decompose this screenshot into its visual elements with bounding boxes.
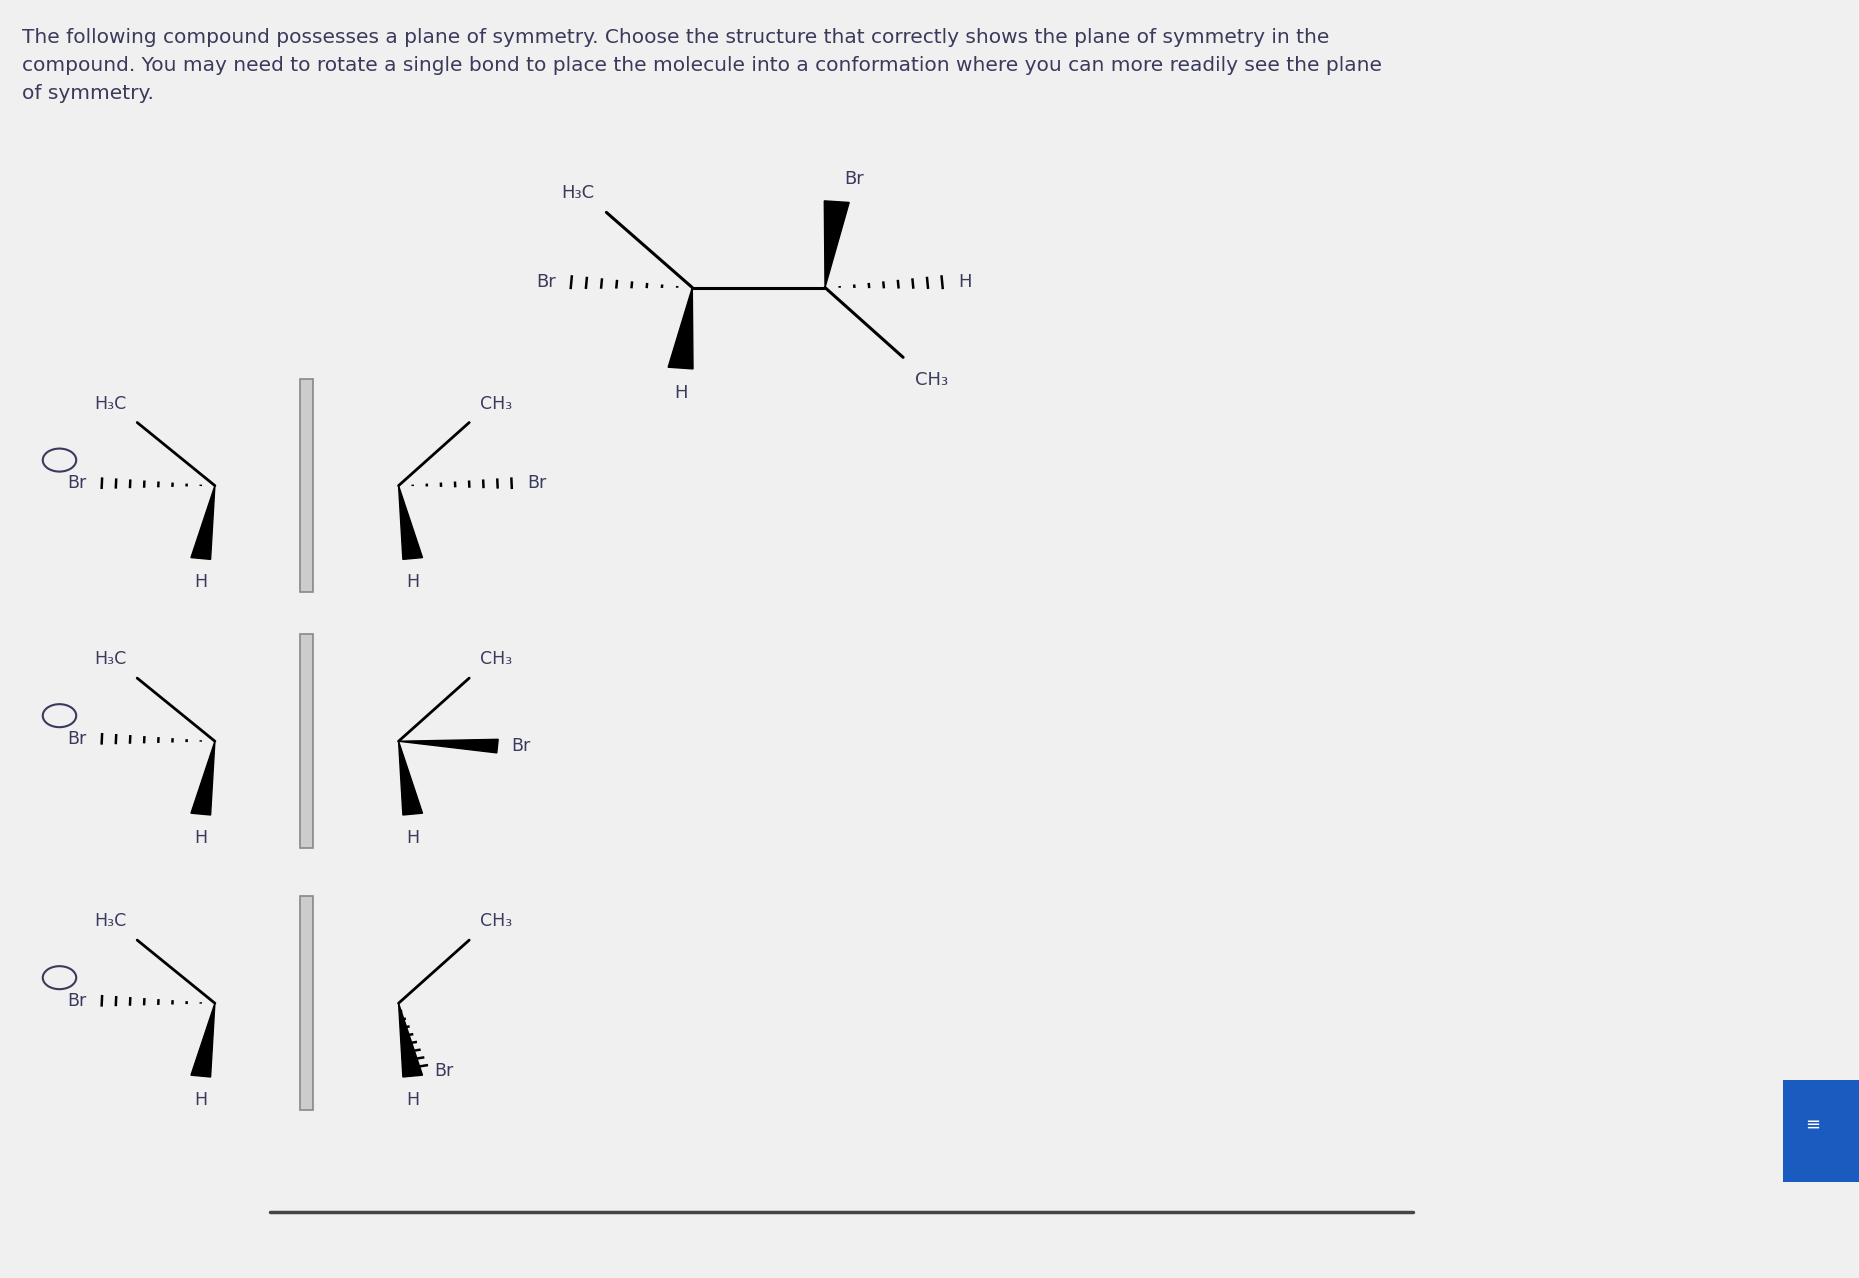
Text: Br: Br xyxy=(67,992,86,1010)
Polygon shape xyxy=(398,1003,422,1077)
Text: CH₃: CH₃ xyxy=(480,651,511,668)
Polygon shape xyxy=(667,288,693,369)
Text: ≡: ≡ xyxy=(1805,1116,1820,1134)
Text: Br: Br xyxy=(433,1062,454,1080)
Text: H: H xyxy=(957,273,970,291)
Text: Br: Br xyxy=(67,474,86,492)
Text: CH₃: CH₃ xyxy=(480,912,511,930)
Text: H: H xyxy=(193,828,208,846)
Polygon shape xyxy=(191,1003,216,1077)
Polygon shape xyxy=(824,201,850,288)
Text: H: H xyxy=(405,1090,420,1108)
Text: Br: Br xyxy=(844,170,864,188)
Text: The following compound possesses a plane of symmetry. Choose the structure that : The following compound possesses a plane… xyxy=(22,28,1329,47)
Polygon shape xyxy=(191,741,216,815)
Bar xyxy=(301,378,312,593)
FancyBboxPatch shape xyxy=(1783,1080,1859,1182)
Text: Br: Br xyxy=(511,737,532,755)
Text: H₃C: H₃C xyxy=(95,912,126,930)
Polygon shape xyxy=(191,486,216,560)
Text: CH₃: CH₃ xyxy=(480,395,511,413)
Text: Br: Br xyxy=(67,730,86,748)
Text: H: H xyxy=(193,1090,208,1108)
Text: compound. You may need to rotate a single bond to place the molecule into a conf: compound. You may need to rotate a singl… xyxy=(22,56,1383,75)
Text: H: H xyxy=(673,385,688,403)
Polygon shape xyxy=(398,486,422,560)
Text: H₃C: H₃C xyxy=(95,395,126,413)
Polygon shape xyxy=(398,741,422,815)
Text: H: H xyxy=(405,828,420,846)
Text: H: H xyxy=(405,573,420,590)
Text: H₃C: H₃C xyxy=(561,184,595,202)
Text: H: H xyxy=(193,573,208,590)
Bar xyxy=(301,634,312,849)
Bar xyxy=(301,896,312,1111)
Text: H₃C: H₃C xyxy=(95,651,126,668)
Text: Br: Br xyxy=(535,273,556,291)
Polygon shape xyxy=(398,739,498,753)
Text: of symmetry.: of symmetry. xyxy=(22,84,154,104)
Text: CH₃: CH₃ xyxy=(915,371,948,389)
Text: Br: Br xyxy=(528,474,547,492)
